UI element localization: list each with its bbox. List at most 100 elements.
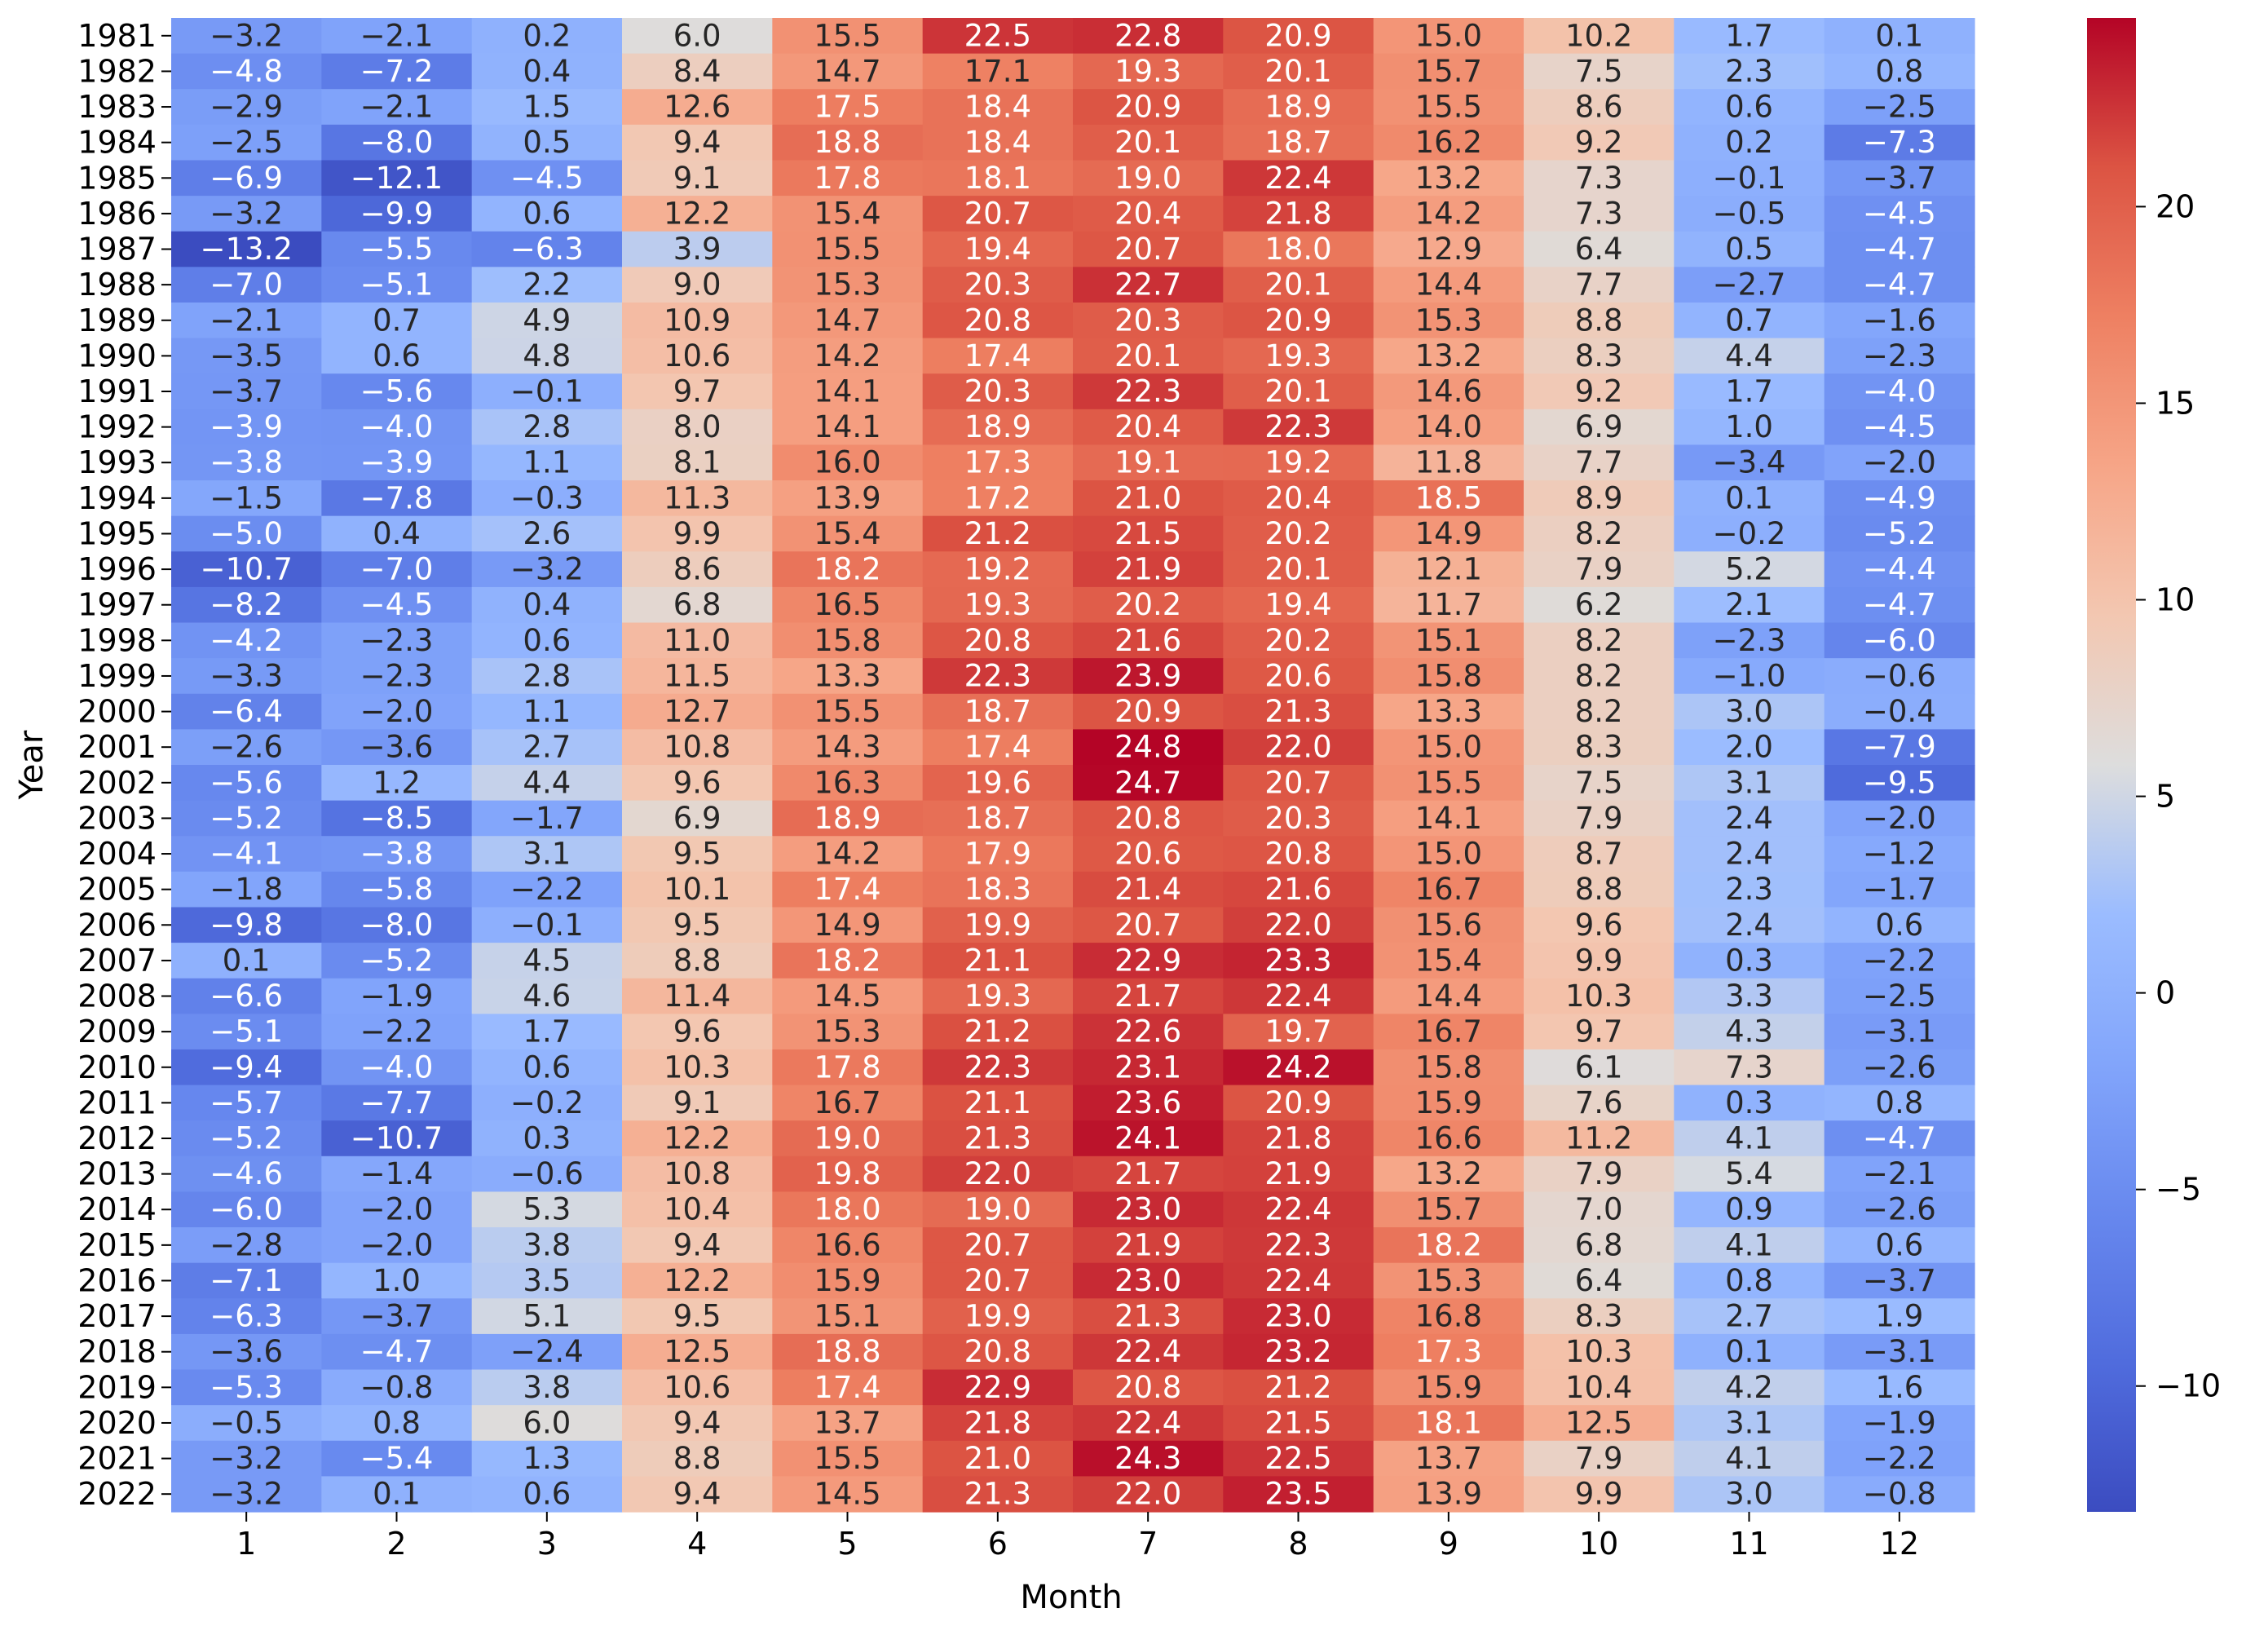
heatmap-cell	[922, 1049, 1074, 1086]
heatmap-cell	[321, 373, 473, 410]
cell-value-label: −7.0	[210, 267, 283, 303]
heatmap-cell	[1073, 18, 1224, 55]
heatmap-cell	[772, 836, 924, 873]
heatmap-cell	[1674, 1333, 1825, 1371]
y-tick-label: 2005	[77, 872, 157, 908]
heatmap-cell	[1373, 196, 1525, 232]
cell-value-label: 21.7	[1114, 979, 1181, 1014]
heatmap-cell	[622, 765, 773, 802]
heatmap-cell	[1223, 1333, 1374, 1371]
heatmap-cell	[1373, 302, 1525, 339]
cell-value-label: 12.9	[1415, 232, 1482, 267]
heatmap-cell	[1524, 515, 1675, 552]
heatmap-cell	[1524, 160, 1675, 197]
cell-value-label: 4.4	[1725, 338, 1773, 373]
heatmap-cell	[1073, 622, 1224, 659]
heatmap-cell	[321, 978, 473, 1014]
heatmap-cell	[171, 658, 322, 695]
cell-value-label: 23.9	[1114, 658, 1181, 693]
heatmap-cell	[1373, 1369, 1525, 1406]
cell-value-label: 18.2	[1415, 1227, 1482, 1262]
cell-value-label: 19.0	[1114, 161, 1181, 196]
heatmap-cell	[1223, 871, 1374, 908]
y-tick-label: 2001	[77, 729, 157, 765]
cell-value-label: 19.4	[964, 232, 1031, 267]
heatmap-cell	[922, 943, 1074, 979]
cell-value-label: 13.7	[1415, 1441, 1482, 1476]
heatmap-cell	[1674, 373, 1825, 410]
cell-value-label: 9.9	[673, 516, 721, 551]
cell-value-label: 20.8	[1114, 1370, 1181, 1405]
heatmap-cell	[471, 871, 623, 908]
heatmap-cell	[1674, 267, 1825, 303]
cell-value-label: 19.6	[964, 765, 1031, 800]
cell-value-label: 9.7	[673, 374, 721, 409]
colorbar-tick-label: 0	[2155, 975, 2175, 1011]
heatmap-cell	[321, 1227, 473, 1264]
cell-value-label: 10.3	[1565, 979, 1632, 1014]
heatmap-cell	[1373, 551, 1525, 588]
heatmap-cell	[471, 196, 623, 232]
heatmap-cell	[471, 480, 623, 517]
heatmap-cell	[1373, 836, 1525, 873]
heatmap-cell	[622, 551, 773, 588]
heatmap-cell	[622, 1049, 773, 1086]
cell-value-label: −2.0	[360, 694, 434, 729]
heatmap-cell	[922, 622, 1074, 659]
cell-value-label: 2.8	[523, 409, 571, 444]
cell-value-label: 21.6	[1264, 872, 1331, 907]
heatmap-cell	[1073, 1440, 1224, 1477]
heatmap-cell	[772, 1014, 924, 1050]
cell-value-label: 8.9	[1575, 480, 1623, 515]
cell-value-label: 12.5	[1565, 1405, 1632, 1440]
cell-value-label: −4.7	[1863, 267, 1936, 303]
heatmap-cell	[1073, 1227, 1224, 1264]
heatmap-cell	[622, 231, 773, 267]
cell-value-label: −3.1	[1863, 1014, 1936, 1049]
cell-value-label: 19.4	[1264, 587, 1331, 622]
heatmap-cell	[1223, 409, 1374, 446]
heatmap-cell	[922, 836, 1074, 873]
heatmap-cell	[321, 1405, 473, 1442]
cell-value-label: −4.7	[1863, 1121, 1936, 1156]
cell-value-label: 18.2	[814, 943, 880, 978]
heatmap-cell	[1674, 1298, 1825, 1335]
heatmap-cell	[1824, 480, 1975, 517]
cell-value-label: −8.2	[210, 587, 283, 622]
cell-value-label: −4.5	[1863, 196, 1936, 231]
cell-value-label: 17.4	[964, 730, 1031, 765]
heatmap-cell	[1223, 1191, 1374, 1228]
cell-value-label: −4.2	[210, 623, 283, 658]
cell-value-label: 20.3	[1264, 801, 1331, 836]
cell-value-label: −5.2	[360, 943, 434, 978]
cell-value-label: −5.0	[210, 516, 283, 551]
heatmap-cell	[622, 1262, 773, 1299]
heatmap-cell	[772, 1333, 924, 1371]
cell-value-label: 17.8	[814, 161, 880, 196]
heatmap-cell	[1073, 515, 1224, 552]
cell-value-label: 6.2	[1575, 587, 1623, 622]
cell-value-label: 10.8	[664, 1156, 730, 1191]
heatmap-cell	[622, 515, 773, 552]
heatmap-cell	[622, 907, 773, 943]
heatmap-cell	[1073, 267, 1224, 303]
heatmap-cell	[171, 551, 322, 588]
heatmap-cell	[922, 586, 1074, 624]
heatmap-cell	[922, 480, 1074, 517]
cell-value-label: 21.6	[1114, 623, 1181, 658]
cell-value-label: 10.3	[1565, 1334, 1632, 1369]
y-tick-label: 2016	[77, 1262, 157, 1298]
cell-value-label: 13.9	[814, 480, 880, 515]
y-tick-label: 2018	[77, 1334, 157, 1370]
heatmap-cell	[1073, 302, 1224, 339]
heatmap-cell	[1524, 693, 1675, 730]
cell-value-label: 3.1	[1725, 1405, 1773, 1440]
cell-value-label: −13.2	[200, 232, 292, 267]
heatmap-cell	[1674, 1120, 1825, 1157]
cell-value-label: −1.8	[210, 872, 283, 907]
heatmap-cell	[922, 729, 1074, 766]
cell-value-label: 19.3	[964, 587, 1031, 622]
heatmap-cell	[471, 1014, 623, 1050]
cell-value-label: −4.8	[210, 54, 283, 89]
